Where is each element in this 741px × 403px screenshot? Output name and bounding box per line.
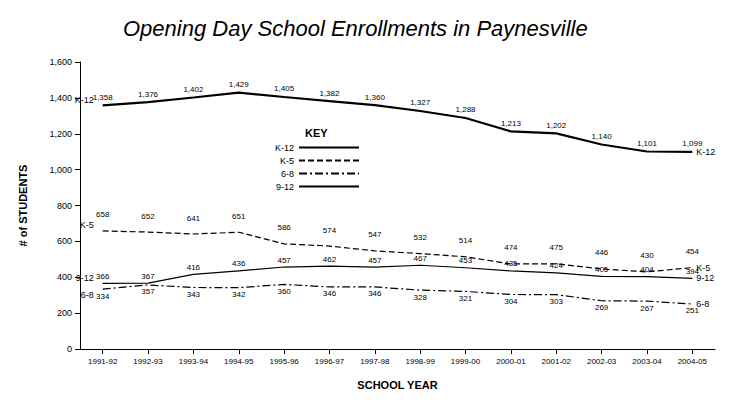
svg-text:462: 462 xyxy=(323,255,337,264)
svg-text:303: 303 xyxy=(550,297,564,306)
svg-text:1,200: 1,200 xyxy=(49,129,72,139)
svg-text:1997-98: 1997-98 xyxy=(360,357,390,366)
svg-text:1992-93: 1992-93 xyxy=(133,357,163,366)
svg-text:2000-01: 2000-01 xyxy=(496,357,526,366)
svg-text:651: 651 xyxy=(232,212,246,221)
svg-text:457: 457 xyxy=(368,256,382,265)
svg-text:532: 532 xyxy=(413,233,427,242)
svg-text:1,402: 1,402 xyxy=(183,85,204,94)
svg-text:600: 600 xyxy=(57,236,72,246)
svg-text:SCHOOL YEAR: SCHOOL YEAR xyxy=(357,379,437,391)
svg-text:430: 430 xyxy=(640,251,654,260)
svg-text:1996-97: 1996-97 xyxy=(315,357,345,366)
svg-text:404: 404 xyxy=(640,265,654,274)
svg-text:6-8: 6-8 xyxy=(281,169,294,179)
svg-text:394: 394 xyxy=(685,266,699,276)
svg-text:1,429: 1,429 xyxy=(229,80,250,89)
svg-text:6-8: 6-8 xyxy=(81,290,94,300)
svg-text:475: 475 xyxy=(550,243,564,252)
svg-text:KEY: KEY xyxy=(305,127,328,139)
svg-text:416: 416 xyxy=(187,263,201,272)
svg-text:360: 360 xyxy=(277,287,291,296)
svg-text:251: 251 xyxy=(685,306,699,316)
svg-text:457: 457 xyxy=(277,256,291,265)
svg-text:1,101: 1,101 xyxy=(637,139,658,148)
svg-text:346: 346 xyxy=(323,289,337,298)
svg-text:1,140: 1,140 xyxy=(592,132,613,141)
svg-text:454: 454 xyxy=(686,247,700,256)
svg-text:2004-05: 2004-05 xyxy=(678,357,708,366)
svg-text:328: 328 xyxy=(413,293,427,302)
svg-text:1,600: 1,600 xyxy=(49,57,72,67)
svg-text:2003-04: 2003-04 xyxy=(632,357,662,366)
svg-text:800: 800 xyxy=(57,201,72,211)
svg-text:405: 405 xyxy=(595,265,609,274)
svg-text:200: 200 xyxy=(57,308,72,318)
svg-text:1994-95: 1994-95 xyxy=(224,357,254,366)
svg-text:400: 400 xyxy=(57,272,72,282)
svg-text:1998-99: 1998-99 xyxy=(405,357,435,366)
svg-text:586: 586 xyxy=(277,223,291,232)
svg-text:321: 321 xyxy=(459,294,473,303)
svg-text:1,400: 1,400 xyxy=(49,93,72,103)
svg-text:334: 334 xyxy=(96,292,110,301)
svg-text:Opening Day School Enrollments: Opening Day School Enrollments in Paynes… xyxy=(123,16,588,41)
svg-text:1,288: 1,288 xyxy=(456,105,477,114)
svg-text:1,099: 1,099 xyxy=(682,139,703,149)
svg-text:267: 267 xyxy=(640,304,654,313)
svg-text:435: 435 xyxy=(504,259,518,268)
svg-text:1,360: 1,360 xyxy=(365,93,386,102)
svg-text:367: 367 xyxy=(141,272,155,281)
svg-text:K-5: K-5 xyxy=(280,156,294,166)
svg-text:357: 357 xyxy=(141,287,155,296)
svg-text:0: 0 xyxy=(67,344,72,354)
svg-text:1,000: 1,000 xyxy=(49,165,72,175)
svg-text:1995-96: 1995-96 xyxy=(269,357,299,366)
svg-text:446: 446 xyxy=(595,248,609,257)
svg-text:1,358: 1,358 xyxy=(93,93,114,102)
svg-text:424: 424 xyxy=(550,261,564,270)
svg-text:641: 641 xyxy=(187,214,201,223)
svg-text:453: 453 xyxy=(459,256,473,265)
svg-text:658: 658 xyxy=(96,210,110,219)
svg-text:K-5: K-5 xyxy=(696,262,711,273)
svg-text:269: 269 xyxy=(595,303,609,312)
svg-text:1,382: 1,382 xyxy=(319,89,340,98)
svg-text:436: 436 xyxy=(232,259,246,268)
svg-text:342: 342 xyxy=(232,290,246,299)
svg-text:2002-03: 2002-03 xyxy=(587,357,617,366)
svg-text:1,213: 1,213 xyxy=(501,119,522,128)
svg-text:304: 304 xyxy=(504,297,518,306)
svg-text:574: 574 xyxy=(323,226,337,235)
svg-text:1,376: 1,376 xyxy=(138,90,159,99)
svg-text:1991-92: 1991-92 xyxy=(88,357,118,366)
svg-text:9-12: 9-12 xyxy=(276,182,294,192)
svg-text:514: 514 xyxy=(459,236,473,245)
svg-text:547: 547 xyxy=(368,230,382,239)
svg-text:366: 366 xyxy=(96,272,110,281)
svg-text:1,405: 1,405 xyxy=(274,84,295,93)
svg-text:K-5: K-5 xyxy=(80,220,94,230)
svg-text:1993-94: 1993-94 xyxy=(179,357,209,366)
svg-text:K-12: K-12 xyxy=(696,147,715,157)
svg-text:1999-00: 1999-00 xyxy=(451,357,481,366)
svg-text:652: 652 xyxy=(141,212,155,221)
svg-text:1,202: 1,202 xyxy=(546,121,567,130)
svg-text:# of STUDENTS: # of STUDENTS xyxy=(17,165,29,247)
svg-text:K-12: K-12 xyxy=(275,143,294,153)
svg-text:343: 343 xyxy=(187,290,201,299)
svg-text:9-12: 9-12 xyxy=(76,273,94,283)
svg-text:346: 346 xyxy=(368,289,382,298)
svg-text:K-12: K-12 xyxy=(75,95,94,105)
svg-text:2001-02: 2001-02 xyxy=(542,357,572,366)
svg-text:467: 467 xyxy=(413,254,427,263)
svg-text:6-8: 6-8 xyxy=(696,299,709,309)
svg-text:1,327: 1,327 xyxy=(410,98,431,107)
svg-text:9-12: 9-12 xyxy=(696,273,714,283)
svg-text:474: 474 xyxy=(504,243,518,252)
